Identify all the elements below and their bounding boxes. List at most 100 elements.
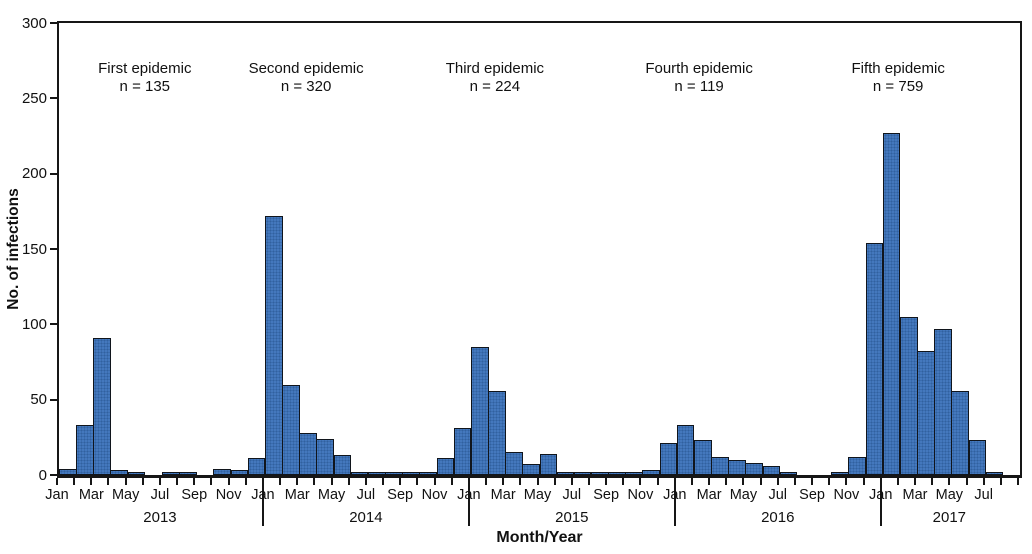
x-tick [587,478,590,485]
bar-2016-Apr [728,459,746,475]
epidemic-annotation-3: Third epidemic n = 224 [446,60,544,95]
bar-2015-Oct [625,472,643,475]
x-tick [811,478,814,485]
month-label-2015-May: May [523,487,552,503]
bar-2013-Apr [110,470,129,475]
bar-2014-Nov [436,458,455,475]
y-tick [50,398,57,401]
x-axis-title: Month/Year [496,529,583,546]
month-label-2014-May: May [317,487,346,503]
month-label-2015-Jan: Jan [457,487,481,503]
month-label-2014-Jan: Jan [251,487,275,503]
bar-2014-Jul [367,472,386,475]
x-tick [210,478,213,485]
month-label-2013-Nov: Nov [215,487,242,503]
bar-2013-May [127,472,146,475]
bar-2015-Jul [573,472,592,475]
month-label-2016-Sep: Sep [799,487,825,503]
x-tick [965,478,968,485]
y-tick-label: 50 [30,391,47,409]
year-separator [879,478,882,526]
month-label-2017-Jan: Jan [869,487,893,503]
x-tick [639,478,642,485]
month-label-2013-May: May [111,487,140,503]
x-tick [279,478,282,485]
bar-2017-Jul [985,472,1004,475]
bar-2013-Oct [213,468,232,475]
bar-2016-Jan [676,425,695,475]
month-label-2015-Mar: Mar [490,487,516,503]
month-label-2013-Jul: Jul [150,487,170,503]
x-tick [330,478,333,485]
x-tick [999,478,1002,485]
x-tick [347,478,350,485]
plot-area: 0 50 100 150 200 250 300 Jan Mar May Jul Sep Nov 201… [22,16,1022,546]
x-tick [193,478,196,485]
x-tick [56,478,58,485]
bar-2016-Mar [711,456,729,475]
bar-2015-Aug [590,472,609,475]
x-tick [948,478,951,485]
month-label-2013-Mar: Mar [78,487,104,503]
epidemic-annotation-count: n = 135 [119,77,171,95]
epidemic-annotation-count: n = 320 [280,77,332,95]
x-tick [90,478,93,485]
x-tick [313,478,316,485]
x-tick [828,478,831,485]
year-label-2015: 2015 [555,509,589,526]
bar-2015-Dec [659,443,678,475]
y-tick [50,474,57,476]
y-tick [50,323,57,326]
bar-2016-Nov [848,456,867,475]
bar-2016-Feb [693,440,712,475]
bar-2014-Jun [350,472,369,475]
month-label-2013-Jan: Jan [45,487,69,503]
month-label-2013-Sep: Sep [181,487,208,503]
month-label-2017-Jul: Jul [974,487,993,503]
epidemic-annotation-title: Second epidemic [248,60,364,77]
month-label-2016-Mar: Mar [696,487,722,503]
y-tick-label: 300 [21,14,47,32]
x-tick [896,478,899,485]
month-label-2017-Mar: Mar [902,487,928,503]
epidemic-annotation-title: First epidemic [98,60,192,77]
x-tick [708,478,711,485]
month-label-2014-Nov: Nov [421,487,448,503]
x-tick [622,478,625,485]
x-tick [536,478,539,485]
x-tick [450,478,453,485]
bar-2017-Apr [934,328,952,475]
bar-2015-May [539,453,558,475]
x-tick [982,478,985,485]
epidemic-annotation-1: First epidemic n = 135 [98,60,191,95]
month-label-2015-Sep: Sep [593,487,620,503]
x-tick [1017,478,1019,485]
bar-2015-Jun [556,472,575,475]
x-tick [141,478,144,485]
x-tick [931,478,934,485]
x-tick [862,478,865,485]
y-tick [50,248,57,250]
x-tick [296,478,299,485]
y-tick-label: 100 [21,315,47,333]
bar-2014-Dec [453,428,472,475]
x-tick [690,478,693,485]
epidemic-annotation-count: n = 224 [469,77,521,95]
bar-2013-Dec [247,458,266,475]
x-tick [416,478,419,485]
bar-2013-Mar [93,337,111,475]
month-label-2015-Nov: Nov [627,487,654,503]
x-tick [502,478,505,485]
month-label-2014-Sep: Sep [387,487,414,503]
bar-2014-May [333,455,352,475]
x-tick [656,478,659,485]
x-tick [845,478,848,485]
bar-2017-Jan [882,133,901,475]
y-tick-label: 150 [21,240,47,258]
bar-2013-Aug [179,472,197,475]
bar-2015-Sep [608,472,626,475]
bar-2015-Jan [470,346,489,475]
month-label-2015-Jul: Jul [562,487,582,503]
month-label-2016-Jan: Jan [663,487,687,503]
